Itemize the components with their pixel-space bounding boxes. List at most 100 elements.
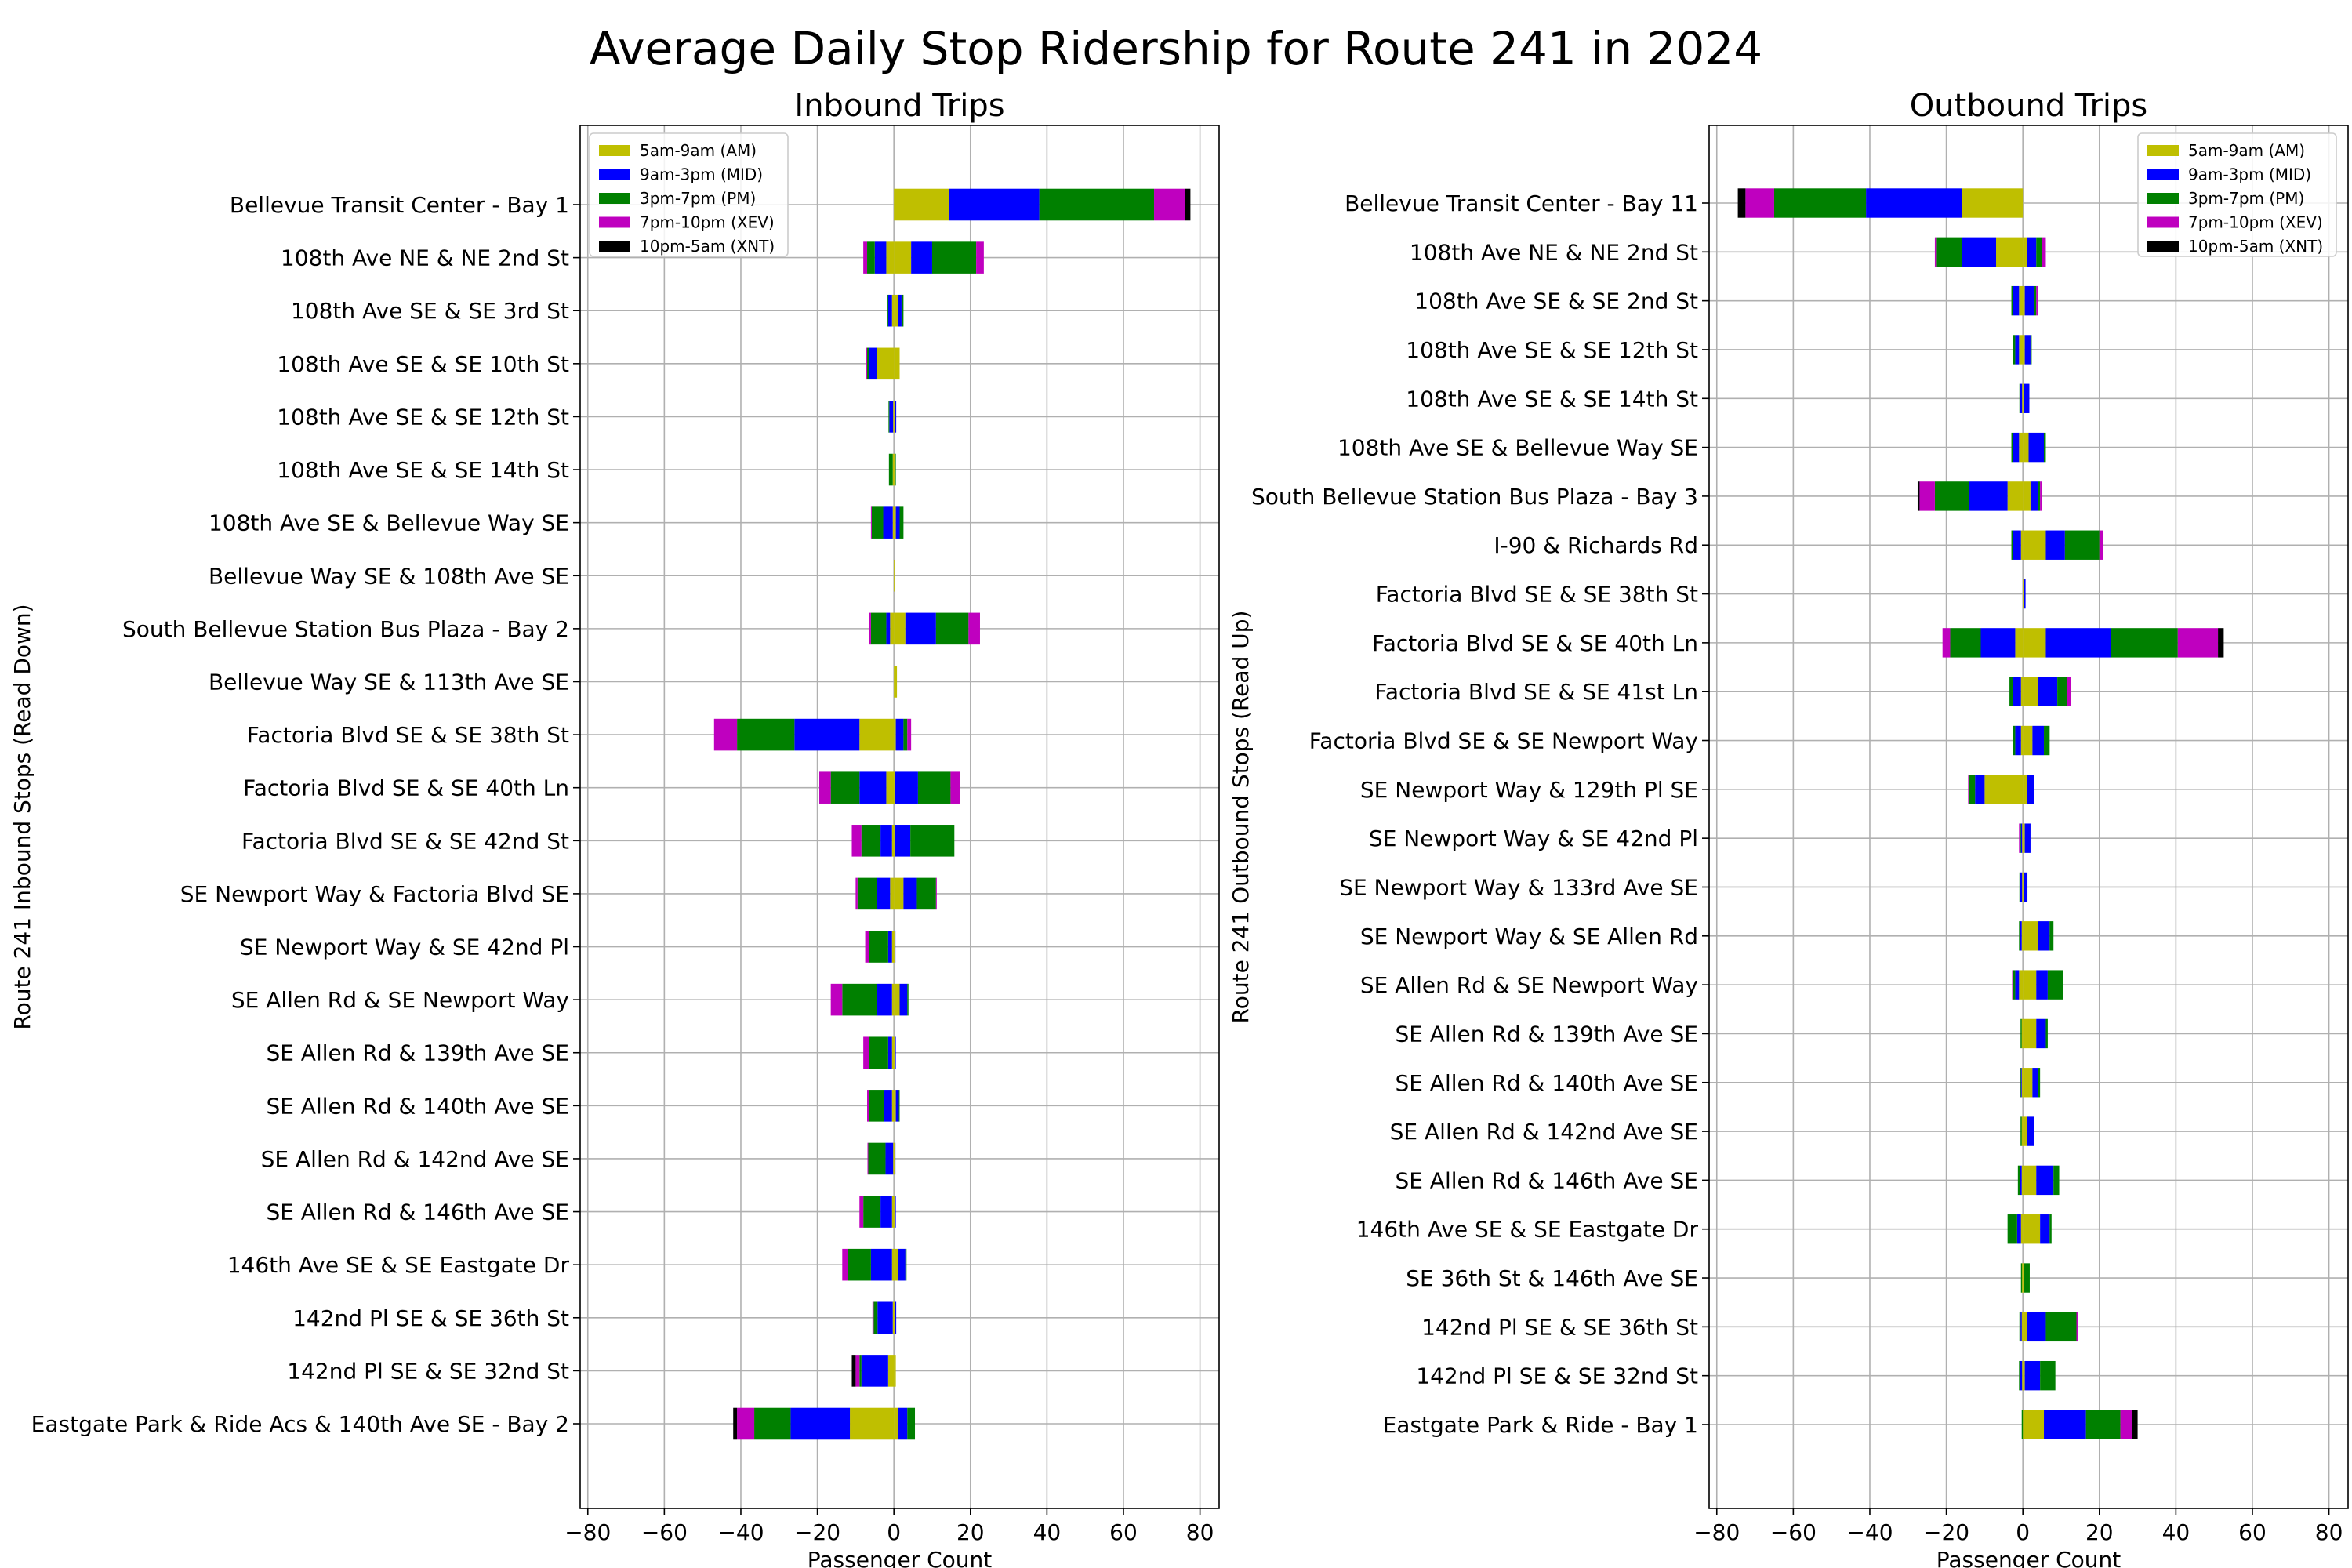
bar-segment-xev-boardings [935,877,937,910]
bar-segment-am-boardings [2023,677,2038,706]
bar-segment-am-boardings [894,1301,895,1334]
bar-segment-pm-boardings [901,294,904,327]
bar-segment-mid-boardings [2040,1214,2050,1244]
bar-segment-am-boardings [894,453,895,486]
bar-segment-mid-boardings [2024,823,2031,853]
category-label: 108th Ave NE & NE 2nd St [281,245,569,271]
bar-segment-am-boardings [2023,383,2024,413]
bar-segment-mid-alightings [877,983,892,1016]
inbound-panel: −80 −60 −40 −20 0 20 40 60 80 Bellevue Transit Ce… [9,88,1220,1568]
bar-segment-am-boardings [894,294,898,327]
bar-segment-am-boardings [894,877,904,910]
bar-segment-pm-alightings [859,1355,862,1387]
bar-segment-pm-alightings [848,1248,871,1281]
x-axis-label: Passenger Count [1936,1547,2122,1568]
legend-swatch-xev [2147,216,2179,228]
bar-segment-am-boardings [894,1248,898,1281]
x-tick-label: −40 [717,1519,764,1545]
bar-segment-mid-boardings [898,1248,906,1281]
legend-label: 7pm-10pm (XEV) [640,213,775,232]
bar-segment-pm-alightings [737,718,795,751]
bar-segment-xnt-alightings [851,1355,856,1387]
bar-segment-am-boardings [2023,628,2046,658]
category-label: SE Allen Rd & 146th Ave SE [1395,1167,1698,1193]
category-label: 108th Ave SE & SE 3rd St [291,298,569,324]
bar-segment-am-boardings [2023,725,2033,756]
bar-segment-mid-boardings [2027,237,2037,267]
bar-segment-pm-boardings [898,1090,900,1122]
bar-segment-am-alightings [890,612,895,645]
bar-segment-pm-boardings [907,1407,916,1440]
x-axis-label: Passenger Count [808,1547,993,1568]
bar-segment-pm-alightings [2013,970,2016,1000]
bar-segment-pm-alightings [1934,481,1969,511]
bar-segment-mid-boardings [2027,1312,2046,1342]
category-label: SE Newport Way & Factoria Blvd SE [180,881,569,907]
bar-segment-xev-alightings [819,771,831,804]
bar-segment-am-boardings [2023,1360,2025,1391]
bar-segment-xev-alightings [737,1407,755,1440]
bar-segment-pm-boardings [2036,237,2042,267]
bar-segment-mid-alightings [2020,1360,2023,1391]
bar-segment-xnt-alightings [1737,188,1746,218]
bar-segment-am-alightings [890,877,895,910]
bar-segment-am-alightings [891,294,895,327]
bar-segment-pm-alightings [873,1301,878,1334]
category-label: 108th Ave SE & SE 10th St [277,351,569,377]
category-label: 108th Ave SE & Bellevue Way SE [209,510,569,536]
bar-segment-mid-alightings [2013,677,2021,706]
bar-segment-pm-boardings [899,506,904,539]
bar-segment-xev-alightings [863,241,868,274]
bar-segment-mid-boardings [2027,1116,2034,1146]
bar-segment-pm-boardings [2053,1165,2060,1196]
bar-segment-am-alightings [2020,530,2024,560]
bar-segment-pm-boardings [2024,1263,2030,1293]
bar-segment-xev-alightings [867,1090,869,1122]
bar-segment-am-alightings [2020,725,2024,756]
bar-segment-mid-alightings [877,1301,893,1334]
bar-segment-mid-alightings [887,1036,892,1069]
bar-segment-xnt-boardings [2218,628,2224,658]
legend: 5am-9am (AM) 9am-3pm (MID) 3pm-7pm (PM) 7pm… [2137,132,2337,257]
bar-segment-am-alightings [886,771,895,804]
bar-segment-mid-alightings [869,347,877,380]
x-tick-label: 0 [887,1519,901,1545]
bar-segment-xev-alightings [830,983,843,1016]
bar-segment-am-alightings [850,1407,895,1440]
bar-segment-am-boardings [894,666,898,698]
bar-segment-mid-alightings [1980,628,2016,658]
bar-segment-mid-boardings [898,294,902,327]
bar-segment-am-boardings [894,241,912,274]
bar-segment-pm-alightings [871,506,884,539]
bar-segment-mid-alightings [2015,970,2020,1000]
bar-segment-mid-alightings [880,825,892,857]
bar-segment-xev-alightings [855,877,858,910]
bar-segment-xev-alightings [863,1036,869,1069]
bar-segment-am-boardings [2023,1214,2041,1244]
x-tick-label: 0 [2016,1519,2030,1545]
bar-segment-am-alightings [1984,775,2024,804]
bar-segment-xev-alightings [859,1196,864,1228]
bar-segment-pm-boardings [2034,285,2037,316]
bar-segment-am-boardings [894,1036,895,1069]
legend-label: 10pm-5am (XNT) [2188,237,2323,256]
bar-segment-am-boardings [2023,285,2025,316]
bar-segment-mid-alightings [794,718,860,751]
bar-segment-mid-boardings [2027,775,2034,804]
bar-segment-am-boardings [2023,775,2027,804]
category-label: Bellevue Transit Center - Bay 1 [230,192,569,218]
legend-label: 3pm-7pm (PM) [640,189,756,208]
bar-segment-am-alightings [2022,872,2024,902]
bar-segment-pm-alightings [870,612,887,645]
category-label: Eastgate Park & Ride - Bay 1 [1383,1412,1698,1438]
bar-segment-pm-boardings [2038,481,2041,511]
bar-segment-pm-alightings [1969,775,1976,804]
category-label: SE Allen Rd & 142nd Ave SE [1390,1119,1698,1145]
bar-segment-xev-alightings [869,612,871,645]
bar-segment-mid-boardings [895,771,918,804]
bar-segment-am-boardings [894,506,896,539]
bar-segment-pm-alightings [2020,1018,2022,1049]
legend-label: 9am-3pm (MID) [2188,165,2311,184]
bar-segment-am-alightings [2021,1018,2024,1049]
bar-segment-xnt-alightings [1917,481,1920,511]
